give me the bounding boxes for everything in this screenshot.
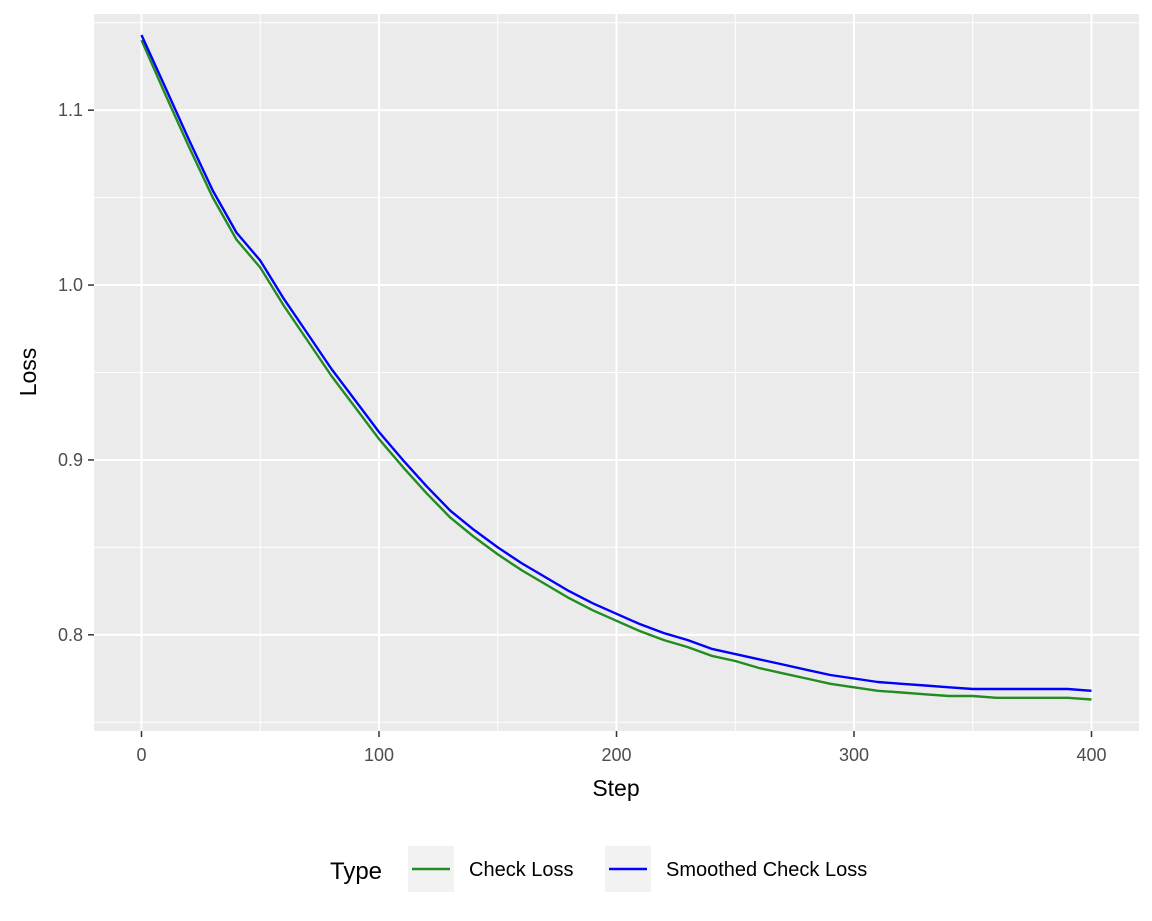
y-axis-title: Loss	[15, 348, 41, 397]
legend-item-check-loss: Check Loss	[408, 846, 574, 892]
x-axis: 0 100 200 300 400	[136, 731, 1107, 765]
legend-title: Type	[330, 858, 382, 885]
x-tick-label: 400	[1076, 745, 1106, 765]
series-lines	[140, 34, 1092, 701]
y-tick-label: 0.8	[58, 625, 83, 645]
y-tick-label: 1.1	[58, 100, 83, 120]
x-tick-label: 200	[601, 745, 631, 765]
series-line-check-loss	[140, 39, 1092, 701]
x-axis-title: Step	[592, 775, 639, 801]
major-gridlines	[94, 14, 1139, 731]
x-tick-label: 0	[136, 745, 146, 765]
y-tick-label: 1.0	[58, 275, 83, 295]
y-tick-label: 0.9	[58, 450, 83, 470]
x-tick-label: 300	[839, 745, 869, 765]
x-tick-label: 100	[364, 745, 394, 765]
y-axis: 0.8 0.9 1.0 1.1	[58, 100, 94, 645]
legend: Type Check Loss Smoothed Check Loss	[330, 846, 867, 892]
series-line-smoothed-check-loss	[140, 34, 1092, 692]
legend-label-smoothed-check-loss: Smoothed Check Loss	[666, 859, 867, 881]
legend-label-check-loss: Check Loss	[469, 859, 574, 881]
legend-item-smoothed-check-loss: Smoothed Check Loss	[605, 846, 867, 892]
